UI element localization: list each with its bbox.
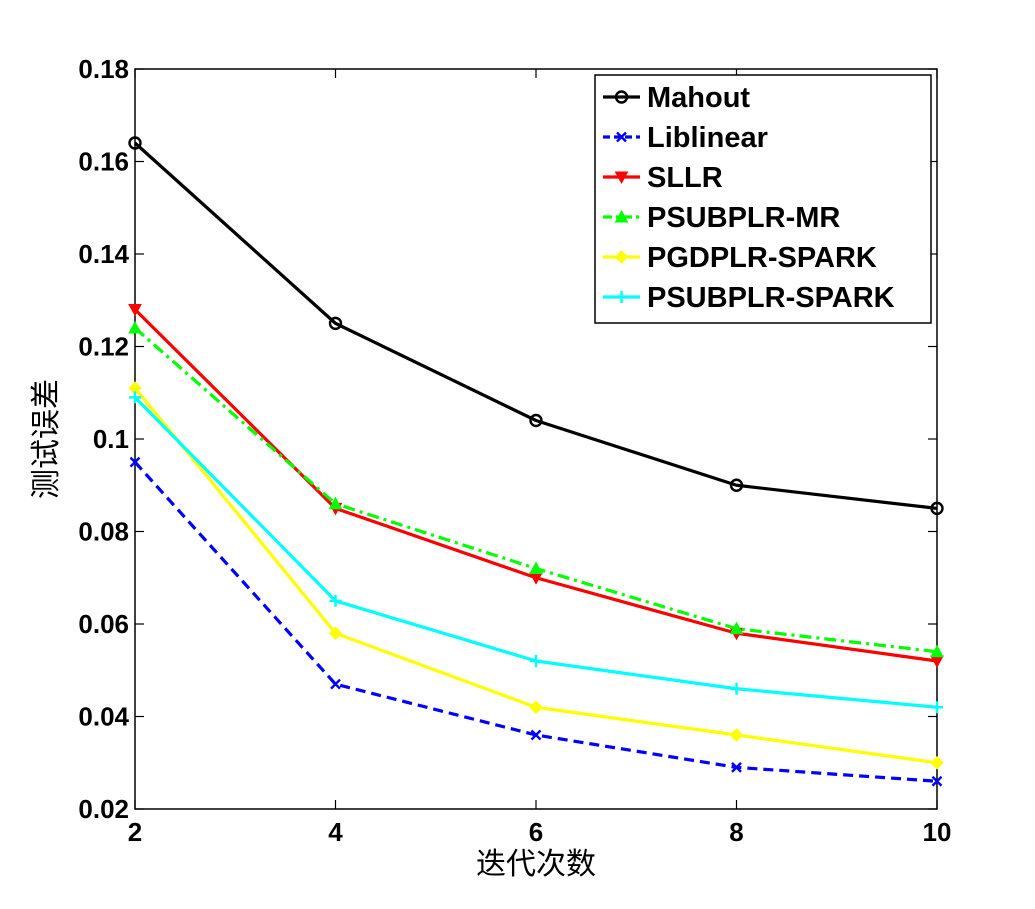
y-tick-label: 0.1 [93,424,129,454]
legend-label-psubplr-spark: PSUBPLR-SPARK [647,282,895,314]
y-tick-label: 0.18 [78,54,129,84]
x-tick-label: 8 [729,817,743,847]
data-point-liblinear [731,762,742,773]
y-tick-label: 0.08 [78,517,129,547]
data-point-mahout [529,413,543,428]
series-line-mahout [133,141,938,510]
y-tick-label: 0.06 [78,609,129,639]
y-tick-label: 0.04 [78,702,129,732]
data-point-pgdplr-spark [529,700,543,714]
x-tick-label: 10 [923,817,952,847]
series-mahout [128,136,944,516]
data-point-psubplr-spark [730,682,743,695]
data-point-pgdplr-spark [930,756,944,770]
y-tick-label: 0.14 [78,239,129,269]
legend-label-liblinear: Liblinear [647,122,768,154]
series-liblinear [129,456,943,787]
data-point-liblinear [530,729,542,741]
data-point-psubplr-spark [530,655,542,667]
data-point-mahout [729,478,744,492]
data-point-psubplr-mr [930,644,944,658]
data-point-mahout [328,316,343,331]
y-tick-label: 0.02 [78,794,129,824]
data-point-liblinear [330,678,341,690]
legend-label-mahout: Mahout [647,82,750,114]
legend-marker-sllr [614,171,629,185]
data-point-liblinear [931,775,943,787]
legend: Mahout Liblinear SLLR PSUBPLR-MR PGDPLR-SPAR… [594,74,932,324]
legend-marker-psubplr-spark [615,291,628,303]
legend-item-psubplr-spark: PSUBPLR-SPARK [603,282,895,314]
data-point-sllr [128,304,142,317]
data-point-pgdplr-spark [328,626,343,640]
legend-item-sllr: SLLR [603,162,723,194]
series-psubplr-mr [128,320,944,658]
legend-marker-pgdplr-spark [614,250,629,264]
legend-item-pgdplr-spark: PGDPLR-SPARK [603,242,877,274]
series-pgdplr-spark [128,381,944,770]
y-tick-label: 0.12 [78,332,129,362]
legend-item-psubplr-mr: PSUBPLR-MR [603,202,840,234]
data-point-psubplr-spark [931,701,943,714]
legend-marker-psubplr-mr [614,209,629,223]
ticks-layer: 0.02 0.04 0.06 0.08 0.1 0.12 0.14 0.16 0.18 2 4 6 8 1… [78,54,951,847]
data-point-mahout [930,501,944,516]
series-layer [128,136,944,787]
legend-label-psubplr-mr: PSUBPLR-MR [647,202,840,234]
y-tick-label: 0.16 [78,147,129,177]
data-point-psubplr-mr [328,496,343,510]
data-point-psubplr-mr [729,621,744,635]
data-point-psubplr-mr [128,320,142,334]
legend-item-mahout: Mahout [603,82,750,114]
data-point-liblinear [129,456,141,468]
x-tick-label: 4 [328,817,343,847]
x-tick-label: 2 [128,817,142,847]
x-axis-title: 迭代次数 [476,847,596,882]
data-point-psubplr-spark [129,391,141,404]
data-point-mahout [128,136,142,150]
legend-item-liblinear: Liblinear [603,122,768,154]
legend-box [594,74,932,324]
legend-marker-mahout [614,90,629,104]
y-axis-title: 测试误差 [29,379,64,499]
x-tick-label: 6 [529,817,543,847]
data-point-pgdplr-spark [729,728,744,742]
legend-label-sllr: SLLR [647,162,723,194]
data-point-psubplr-mr [529,561,543,574]
legend-label-pgdplr-spark: PGDPLR-SPARK [647,242,877,274]
legend-marker-liblinear [616,131,627,143]
series-psubplr-spark [129,391,943,714]
data-point-psubplr-spark [329,594,342,607]
